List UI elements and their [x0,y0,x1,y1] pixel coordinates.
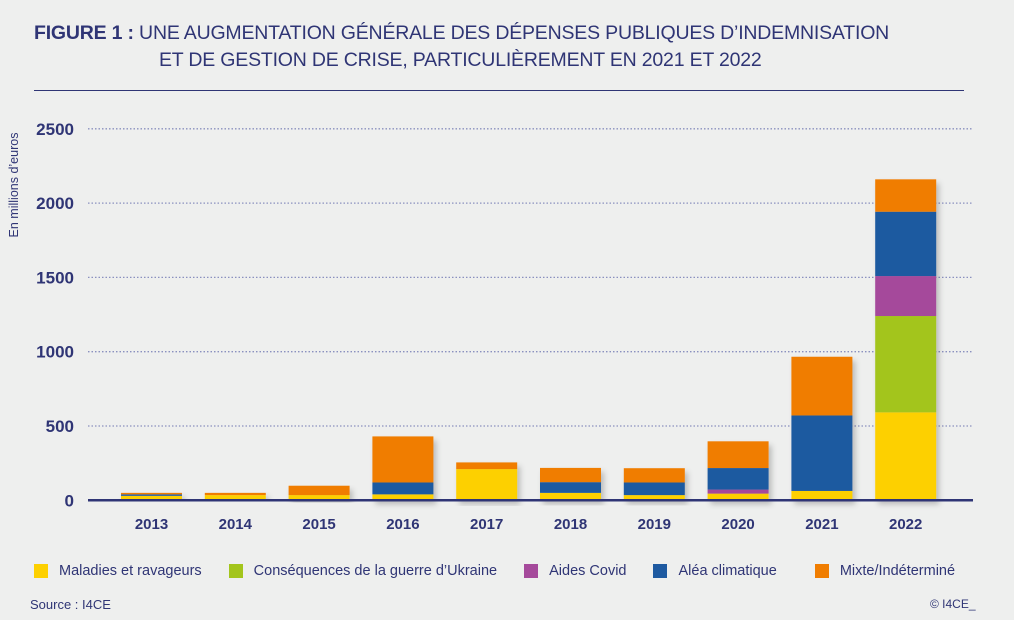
copyright: © I4CE_ [930,597,976,611]
bar-stack-2015 [288,485,350,501]
stacked-bar-chart: 0 500 1000 1500 2000 2500 En millions d’euros… [7,120,973,533]
bar-segment-2014-4 [204,492,266,496]
x-tick-label: 2022 [889,516,922,533]
bar-segment-2022-2 [875,276,937,317]
y-tick-label: 500 [46,417,74,436]
y-tick-label: 1500 [36,268,74,287]
bar-segment-2021-4 [791,356,853,416]
bar-segment-2018-4 [540,467,601,483]
legend-swatch [34,564,48,578]
bar-stack-2016 [372,436,434,501]
y-tick-label: 1000 [36,343,74,362]
bar-segment-2021-3 [791,415,853,491]
legend-swatch [653,564,668,578]
legend-label: Aléa climatique [678,563,777,579]
bar-segment-2020-3 [707,468,769,490]
source-note: Source : I4CE [30,597,111,612]
bar-segment-2020-0 [707,493,769,501]
bar-segment-2017-0 [456,469,518,501]
y-tick-label: 2000 [36,194,74,213]
x-tick-label: 2016 [386,516,419,533]
bar-segment-2019-4 [623,468,685,483]
legend-item: Mixte/Indéterminé [814,563,956,579]
bar-stack-2022 [875,179,937,501]
legend-item: Conséquences de la guerre d’Ukraine [228,563,498,579]
bar-stack-2017 [456,462,518,501]
figure-title: FIGURE 1 : UNE AUGMENTATION GÉNÉRALE DES… [34,20,994,74]
y-tick-label: 0 [65,491,74,510]
bar-segment-2015-0 [288,495,350,501]
bars [121,179,937,501]
legend-swatch [228,564,243,578]
bar-stack-2020 [707,441,769,501]
x-tick-label: 2020 [721,516,754,533]
title-line-2: ET DE GESTION DE CRISE, PARTICULIÈREMENT… [159,49,762,71]
y-tick-label: 2500 [36,120,74,139]
legend-swatch [814,564,829,578]
y-axis-title: En millions d’euros [7,133,21,238]
bar-segment-2014-0 [204,495,266,501]
x-axis-ticks: 2013 2014 2015 2016 2017 2018 2019 2020 2021 2022 [135,516,923,533]
bar-segment-2022-3 [875,211,937,277]
y-axis-ticks: 0 500 1000 1500 2000 2500 [36,120,74,510]
x-tick-label: 2014 [219,516,253,533]
legend-item: Aides Covid [524,563,626,579]
gridlines [88,128,973,427]
bar-segment-2017-4 [456,462,518,470]
bar-segment-2022-4 [875,179,937,212]
legend-swatch [524,564,539,578]
legend-label: Aides Covid [549,563,627,579]
bar-segment-2019-0 [623,495,685,501]
title-divider [34,90,964,91]
bar-segment-2019-3 [623,482,685,496]
title-text-1: UNE AUGMENTATION GÉNÉRALE DES DÉPENSES P… [133,22,890,44]
x-tick-label: 2015 [302,516,335,533]
bar-segment-2016-0 [372,494,434,501]
bar-segment-2021-0 [791,490,853,501]
bar-segment-2016-3 [372,482,434,495]
bar-stack-2021 [791,356,853,501]
legend-label: Maladies et ravageurs [59,563,202,579]
bar-segment-2015-4 [288,485,350,496]
bar-segment-2020-2 [707,489,769,494]
figure-label: FIGURE 1 : [34,22,134,44]
x-tick-label: 2017 [470,516,503,533]
legend-label: Mixte/Indéterminé [839,563,956,579]
bar-stack-2013 [121,492,182,501]
x-tick-label: 2019 [638,516,671,533]
legend-item: Aléa climatique [653,563,777,579]
legend-item: Maladies et ravageurs [34,563,202,579]
legend: Maladies et ravageurs Conséquences de la … [34,561,982,581]
bar-stack-2019 [623,468,685,501]
legend-label: Conséquences de la guerre d’Ukraine [253,563,498,579]
figure-panel: FIGURE 1 : UNE AUGMENTATION GÉNÉRALE DES… [0,0,1014,620]
bar-segment-2013-0 [121,495,182,501]
x-tick-label: 2021 [805,516,838,533]
bar-segment-2020-4 [707,441,769,469]
bar-stack-2018 [540,467,601,501]
bar-segment-2013-3 [121,494,182,496]
bar-segment-2018-3 [540,482,601,493]
title-line-1: FIGURE 1 : UNE AUGMENTATION GÉNÉRALE DES… [34,20,994,47]
x-tick-label: 2013 [135,516,168,533]
bar-stack-2014 [204,492,266,501]
bar-segment-2022-0 [875,412,937,501]
x-tick-label: 2018 [554,516,587,533]
bar-segment-2016-4 [372,436,434,483]
bar-segment-2022-1 [875,316,937,413]
bar-segment-2013-4 [121,492,182,495]
bar-segment-2018-0 [540,492,601,501]
